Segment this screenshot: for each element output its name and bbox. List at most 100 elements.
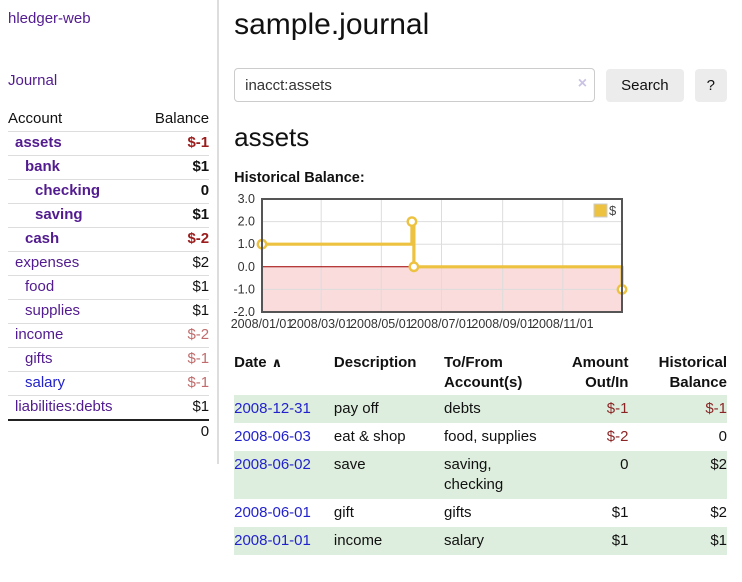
account-name-cell: checking bbox=[8, 179, 141, 204]
date-column-header[interactable]: Date ∧ bbox=[234, 351, 334, 395]
transaction-row: 2008-06-02 save saving, checking 0 $2 bbox=[234, 451, 727, 499]
account-name-cell: gifts bbox=[8, 347, 141, 372]
legend-label: $ bbox=[609, 203, 617, 218]
account-link[interactable]: salary bbox=[25, 374, 66, 391]
account-name-cell: assets bbox=[8, 131, 141, 156]
total-spacer bbox=[8, 419, 141, 444]
accounts-total-row: 0 bbox=[8, 419, 210, 444]
account-row: bank $1 bbox=[8, 155, 210, 180]
transaction-date-link[interactable]: 2008-06-03 bbox=[234, 428, 311, 445]
page-title: sample.journal bbox=[234, 8, 430, 41]
date-cell: 2008-06-01 bbox=[234, 499, 334, 527]
help-button[interactable]: ? bbox=[694, 68, 727, 102]
date-header-label: Date bbox=[234, 354, 267, 371]
accounts-cell: salary bbox=[444, 527, 553, 555]
account-row: checking 0 bbox=[8, 179, 210, 204]
transaction-date-link[interactable]: 2008-06-02 bbox=[234, 456, 311, 473]
account-name-cell: salary bbox=[8, 371, 141, 396]
account-link[interactable]: bank bbox=[25, 158, 61, 175]
accounts-cell: saving, checking bbox=[444, 451, 553, 499]
transaction-date-link[interactable]: 2008-12-31 bbox=[234, 400, 311, 417]
account-link[interactable]: cash bbox=[25, 230, 60, 247]
account-row: saving $1 bbox=[8, 203, 210, 228]
legend-swatch bbox=[593, 203, 608, 218]
account-balance: $1 bbox=[140, 155, 210, 180]
date-cell: 2008-12-31 bbox=[234, 395, 334, 423]
account-name-cell: bank bbox=[8, 155, 141, 180]
account-balance: $1 bbox=[140, 203, 210, 228]
transaction-date-link[interactable]: 2008-06-01 bbox=[234, 504, 311, 521]
account-link[interactable]: income bbox=[15, 326, 64, 343]
transaction-row: 2008-06-03 eat & shop food, supplies $-2 0 bbox=[234, 423, 727, 451]
account-name-cell: cash bbox=[8, 227, 141, 252]
account-balance: $1 bbox=[140, 299, 210, 324]
balance-column-header-reg: Historical Balance bbox=[638, 351, 727, 395]
account-balance: $-1 bbox=[140, 131, 210, 156]
account-name-cell: income bbox=[8, 323, 141, 348]
svg-text:2008/05/01: 2008/05/01 bbox=[350, 317, 413, 331]
account-balance: $2 bbox=[140, 251, 210, 276]
account-link[interactable]: assets bbox=[15, 134, 62, 151]
account-link[interactable]: gifts bbox=[25, 350, 53, 367]
account-link[interactable]: supplies bbox=[25, 302, 81, 319]
account-name-cell: food bbox=[8, 275, 141, 300]
amount-cell: 0 bbox=[552, 451, 639, 499]
account-name-cell: supplies bbox=[8, 299, 141, 324]
app-layout: hledger-web Journal Account Balance asse… bbox=[0, 0, 742, 555]
balance-cell: $2 bbox=[710, 504, 727, 521]
transaction-date-link[interactable]: 2008-01-01 bbox=[234, 532, 311, 549]
journal-link[interactable]: Journal bbox=[8, 72, 58, 89]
amount-cell: $-2 bbox=[606, 428, 629, 445]
plot-border bbox=[261, 198, 624, 313]
account-balance: $-1 bbox=[140, 371, 210, 396]
account-link[interactable]: food bbox=[25, 278, 55, 295]
description-cell: eat & shop bbox=[333, 428, 406, 445]
amount-column-header: Amount Out/In bbox=[552, 351, 638, 395]
accounts-header-row: Account Balance bbox=[8, 107, 210, 132]
account-row: supplies $1 bbox=[8, 299, 210, 324]
app-title: hledger-web bbox=[8, 10, 209, 28]
amount-header-label: Amount Out/In bbox=[571, 354, 629, 391]
account-link[interactable]: checking bbox=[35, 182, 101, 199]
account-link[interactable]: saving bbox=[35, 206, 83, 223]
historical-balance-chart: 3.0 2.0 1.0 0.0 -1.0 -2.02008/01/012008/03/01… bbox=[231, 192, 628, 331]
accounts-table: Account Balance assets $-1 bank $1 checking 0… bbox=[8, 107, 210, 444]
sidebar: hledger-web Journal Account Balance asse… bbox=[0, 0, 220, 464]
accounts-cell: food, supplies bbox=[444, 428, 537, 445]
account-row: cash $-2 bbox=[8, 227, 210, 252]
balance-cell: $2 bbox=[638, 451, 727, 499]
amount-cell: $1 bbox=[611, 504, 629, 521]
account-balance: $-2 bbox=[140, 227, 210, 252]
chart-label: Historical Balance: bbox=[234, 170, 365, 186]
main-content: sample.journal × Search ? assets Histori… bbox=[219, 0, 742, 555]
svg-text:1.0: 1.0 bbox=[238, 237, 255, 251]
search-input[interactable] bbox=[234, 68, 596, 102]
app-title-link[interactable]: hledger-web bbox=[8, 10, 91, 27]
svg-text:2008/07/01: 2008/07/01 bbox=[410, 317, 473, 331]
chart-box: 3.0 2.0 1.0 0.0 -1.0 -2.0 2008/01/01 2008/03/01… bbox=[231, 192, 727, 335]
accounts-tbody: assets $-1 bank $1 checking 0 saving $1 cash $-2 e… bbox=[8, 131, 210, 421]
clear-search-icon[interactable]: × bbox=[577, 75, 588, 92]
transaction-row: 2008-01-01 income salary $1 $1 bbox=[234, 527, 727, 555]
balance-cell: 0 bbox=[718, 428, 727, 445]
account-row: income $-2 bbox=[8, 323, 210, 348]
svg-text:2008/03/01: 2008/03/01 bbox=[290, 317, 353, 331]
account-link[interactable]: expenses bbox=[15, 254, 80, 271]
svg-text:2008/11/01: 2008/11/01 bbox=[532, 317, 594, 331]
date-cell: 2008-01-01 bbox=[234, 527, 334, 555]
balance-column-header: Balance bbox=[140, 107, 210, 132]
date-cell: 2008-06-02 bbox=[234, 451, 334, 499]
account-balance: $-1 bbox=[140, 347, 210, 372]
account-name-cell: saving bbox=[8, 203, 141, 228]
balance-cell: $1 bbox=[638, 527, 727, 555]
account-link[interactable]: liabilities:debts bbox=[15, 398, 113, 415]
date-cell: 2008-06-03 bbox=[234, 423, 334, 451]
search-button[interactable]: Search bbox=[606, 68, 684, 102]
svg-text:2008/09/01: 2008/09/01 bbox=[472, 317, 535, 331]
account-row: gifts $-1 bbox=[8, 347, 210, 372]
balance-header-label: Historical Balance bbox=[658, 354, 727, 391]
sort-asc-icon: ∧ bbox=[271, 355, 283, 370]
account-header-label: To/From Account(s) bbox=[444, 354, 523, 391]
data-point-marker bbox=[408, 261, 420, 273]
account-row: expenses $2 bbox=[8, 251, 210, 276]
